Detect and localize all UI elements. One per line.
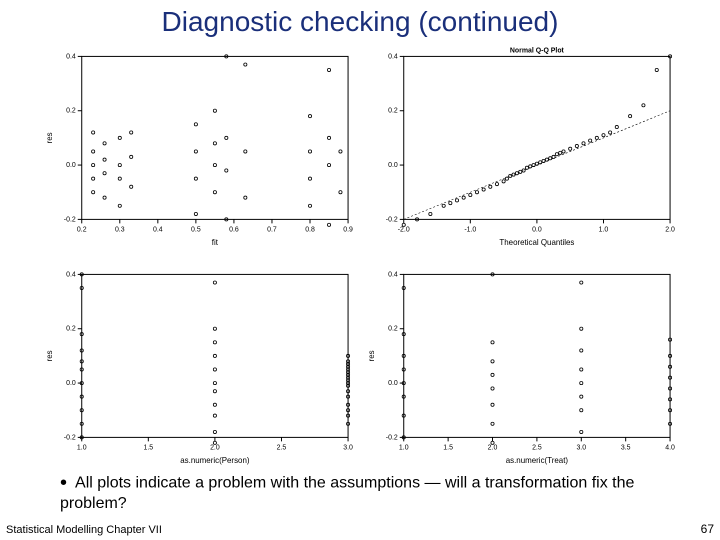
bullet-text: All plots indicate a problem with the as…	[60, 475, 634, 512]
svg-text:-1.0: -1.0	[464, 226, 476, 233]
svg-text:0.4: 0.4	[66, 53, 76, 60]
svg-text:1.5: 1.5	[443, 444, 453, 451]
svg-text:0.5: 0.5	[191, 226, 201, 233]
svg-text:2.5: 2.5	[277, 444, 287, 451]
svg-text:-0.2: -0.2	[386, 434, 398, 441]
svg-text:0.2: 0.2	[388, 325, 398, 332]
slide-title: Diagnostic checking (continued)	[0, 0, 720, 40]
svg-text:as.numeric(Person): as.numeric(Person)	[180, 456, 250, 465]
plot-residuals-vs-fit: 0.2 0.3 0.4 0.5 0.6 0.7 0.8 0.9 -0.2 0.0 0.2 0.4 fit…	[40, 40, 358, 254]
svg-text:1.0: 1.0	[77, 444, 87, 451]
svg-text:4.0: 4.0	[665, 444, 675, 451]
svg-text:0.2: 0.2	[388, 108, 398, 115]
svg-text:-0.2: -0.2	[386, 216, 398, 223]
svg-text:2.5: 2.5	[532, 444, 542, 451]
svg-text:1.0: 1.0	[599, 226, 609, 233]
svg-text:res: res	[45, 132, 54, 143]
svg-text:0.4: 0.4	[388, 53, 398, 60]
svg-text:0.9: 0.9	[343, 226, 353, 233]
svg-text:0.0: 0.0	[532, 226, 542, 233]
svg-text:0.3: 0.3	[115, 226, 125, 233]
bullet-dot-icon: •	[60, 472, 67, 494]
svg-text:res: res	[367, 350, 376, 361]
svg-text:1.5: 1.5	[143, 444, 153, 451]
slide-number: 67	[701, 522, 714, 536]
svg-text:0.6: 0.6	[229, 226, 239, 233]
svg-text:res: res	[45, 350, 54, 361]
footer-left: Statistical Modelling Chapter VII	[6, 524, 162, 536]
svg-text:fit: fit	[212, 238, 219, 247]
bullet-item: •All plots indicate a problem with the a…	[60, 472, 700, 513]
svg-text:0.2: 0.2	[66, 108, 76, 115]
svg-text:0.0: 0.0	[66, 380, 76, 387]
plot-residuals-vs-person: 1.0 1.5 2.0 2.5 3.0 -0.2 0.0 0.2 0.4 as.numeric(P…	[40, 258, 358, 472]
svg-text:2.0: 2.0	[488, 444, 498, 451]
svg-text:3.0: 3.0	[576, 444, 586, 451]
svg-text:0.7: 0.7	[267, 226, 277, 233]
plot-qq: -2.0 -1.0 0.0 1.0 2.0 -0.2 0.0 0.2 0.4 Theoretica…	[362, 40, 680, 254]
svg-text:0.0: 0.0	[66, 162, 76, 169]
svg-text:1.0: 1.0	[399, 444, 409, 451]
svg-text:0.4: 0.4	[153, 226, 163, 233]
svg-text:0.0: 0.0	[388, 380, 398, 387]
svg-text:2.0: 2.0	[210, 444, 220, 451]
svg-text:0.4: 0.4	[388, 271, 398, 278]
svg-text:3.5: 3.5	[621, 444, 631, 451]
svg-text:-0.2: -0.2	[64, 434, 76, 441]
svg-text:2.0: 2.0	[665, 226, 675, 233]
svg-text:Theoretical Quantiles: Theoretical Quantiles	[499, 238, 574, 247]
svg-text:as.numeric(Treat): as.numeric(Treat)	[506, 456, 569, 465]
svg-text:Normal Q-Q Plot: Normal Q-Q Plot	[510, 47, 565, 54]
svg-text:-2.0: -2.0	[398, 226, 410, 233]
svg-text:3.0: 3.0	[343, 444, 353, 451]
svg-text:0.0: 0.0	[388, 162, 398, 169]
svg-text:-0.2: -0.2	[64, 216, 76, 223]
plot-grid: 0.2 0.3 0.4 0.5 0.6 0.7 0.8 0.9 -0.2 0.0 0.2 0.4 fit…	[40, 40, 680, 460]
svg-text:0.8: 0.8	[305, 226, 315, 233]
plot-residuals-vs-treat: 1.0 1.5 2.0 2.5 3.0 3.5 4.0 -0.2 0.0 0.2 0.4 as.num…	[362, 258, 680, 472]
svg-text:0.2: 0.2	[77, 226, 87, 233]
svg-text:0.4: 0.4	[66, 271, 76, 278]
svg-text:0.2: 0.2	[66, 325, 76, 332]
